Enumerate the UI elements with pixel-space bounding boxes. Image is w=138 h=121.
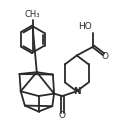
Text: HO: HO (78, 22, 92, 31)
Text: O: O (102, 52, 108, 61)
Text: N: N (73, 87, 81, 96)
Text: CH₃: CH₃ (25, 10, 40, 19)
Text: O: O (59, 111, 66, 120)
